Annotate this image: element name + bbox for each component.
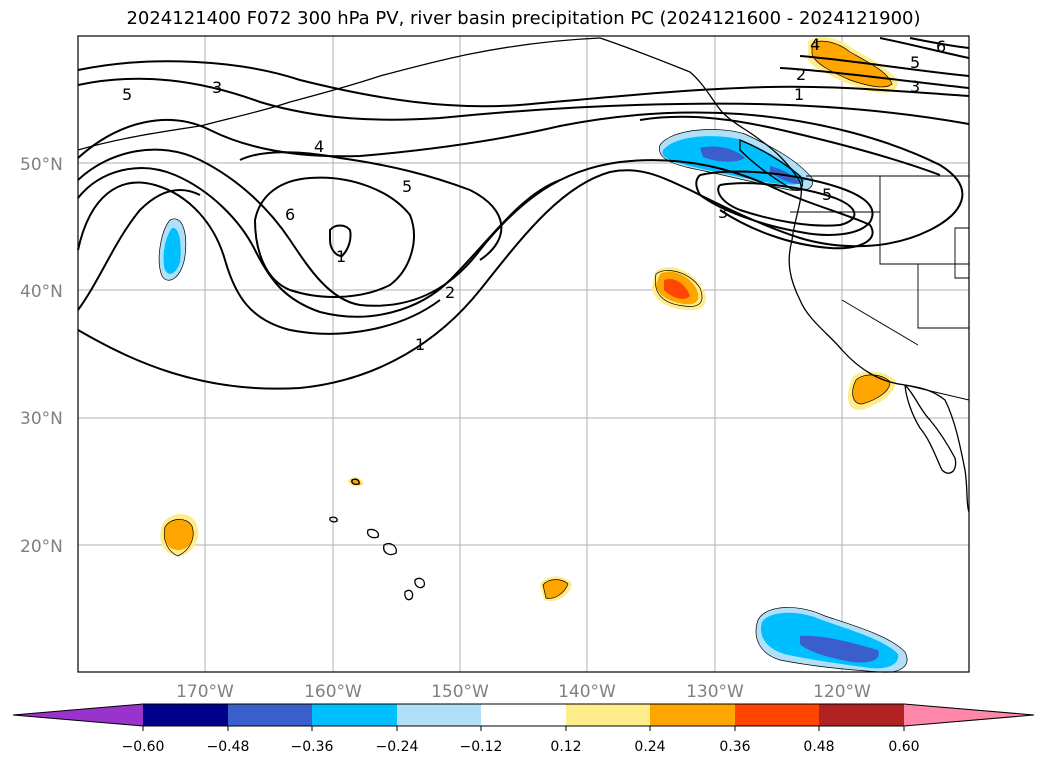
colorbar-tick-label: 0.48 [803, 739, 834, 755]
colorbar-segment [481, 704, 566, 726]
pv-contour-4 [77, 181, 441, 335]
precip-blob-mid-core [664, 278, 690, 299]
colorbar-tick-label: −0.60 [122, 739, 165, 755]
lat-label: 30°N [20, 409, 63, 429]
colorbar: −0.60 −0.48 −0.36 −0.24 −0.12 0.12 0.24 … [12, 703, 1035, 755]
map-frame [77, 35, 970, 673]
colorbar-tick-label: −0.24 [376, 739, 419, 755]
pv-contour-7 [254, 176, 415, 298]
colorbar-segment [312, 704, 397, 726]
coastline-alaska [77, 37, 601, 151]
colorbar-segment [819, 704, 904, 726]
contour-label: 3 [910, 77, 920, 96]
pv-contour-6 [239, 151, 503, 261]
pv-contour-ne-2 [799, 55, 970, 77]
hawaii-oahu [383, 542, 397, 556]
contour-label: 4 [314, 137, 324, 156]
hawaii-kauai [366, 528, 380, 539]
island-small [351, 478, 360, 486]
colorbar-tick-label: 0.12 [550, 739, 581, 755]
contour-label: 5 [910, 53, 920, 72]
precip-blob-baja-inner [852, 374, 890, 404]
coastline-vancouver-island [739, 139, 804, 191]
colorbar-tick-label: −0.12 [460, 739, 503, 755]
contour-label: 1 [794, 85, 804, 104]
colorbar-segment [143, 704, 228, 726]
colorbar-segment [735, 704, 819, 726]
colorbar-segment [228, 704, 312, 726]
colorbar-segment [397, 704, 481, 726]
contour-label: 2 [445, 283, 455, 302]
pv-contour-top-2 [77, 77, 970, 125]
precip-outlines [158, 40, 908, 673]
precip-blob-bc-core [700, 146, 745, 162]
chart-title: 2024121400 F072 300 hPa PV, river basin … [126, 8, 921, 29]
pv-contour-1 [77, 111, 964, 390]
hawaii-big-island [404, 589, 414, 601]
contour-label: 1 [336, 247, 346, 266]
precip-blob-south-inner [543, 579, 568, 599]
colorbar-segment [650, 704, 735, 726]
coastline-baja [904, 384, 957, 474]
contour-label: 4 [810, 35, 820, 54]
lon-label: 130°W [686, 682, 744, 702]
lon-label: 160°W [304, 682, 362, 702]
map-background [78, 36, 969, 672]
colorbar-tick-label: −0.36 [291, 739, 334, 755]
colorbar-segment [13, 704, 143, 726]
contour-label: 5 [822, 185, 832, 204]
pv-contour-ne-3 [879, 37, 970, 59]
pv-contour-3 [77, 167, 561, 318]
lat-label: 50°N [20, 155, 63, 175]
precip-blob-sw-inner [164, 519, 194, 550]
state-border-a [879, 176, 969, 265]
pv-contours [77, 37, 970, 390]
contour-label: 3 [212, 78, 222, 97]
precip-blob-canada-inner [812, 41, 892, 87]
pv-contour-5 [77, 189, 201, 311]
hawaii-maui [414, 577, 426, 589]
pv-contour-10 [639, 115, 941, 176]
pv-contour-8 [695, 170, 874, 236]
lat-label: 20°N [20, 537, 63, 557]
pv-contour-labels: 5 3 4 5 6 1 2 1 3 5 4 2 1 5 6 3 [122, 35, 946, 354]
colorbar-segment [904, 704, 1034, 726]
lon-axis-labels: 170°W 160°W 150°W 140°W 130°W 120°W [176, 682, 871, 702]
pv-contour-ne-1 [779, 67, 970, 89]
contour-label: 3 [718, 203, 728, 222]
lat-label: 40°N [20, 282, 63, 302]
pv-contour-min [329, 224, 352, 258]
colorbar-segment [566, 704, 650, 726]
contour-label: 1 [415, 335, 425, 354]
pv-contour-ne-4 [909, 37, 970, 49]
colorbar-tick-label: 0.60 [888, 739, 919, 755]
contour-label: 5 [402, 177, 412, 196]
lon-label: 120°W [813, 682, 871, 702]
contour-label: 6 [936, 37, 946, 56]
lon-label: 150°W [431, 682, 489, 702]
state-border-d [841, 299, 919, 346]
contour-label: 5 [122, 85, 132, 104]
contour-label: 2 [796, 65, 806, 84]
pv-contour-9 [717, 182, 856, 227]
hawaii-niihau [329, 516, 338, 523]
pv-contour-top-1 [77, 60, 970, 108]
precip-blob-se-core [800, 635, 879, 663]
lon-label: 140°W [558, 682, 616, 702]
colorbar-tick-label: 0.36 [719, 739, 750, 755]
contour-label: 6 [285, 205, 295, 224]
colorbar-tick-label: 0.24 [634, 739, 665, 755]
colorbar-tick-label: −0.48 [207, 739, 250, 755]
precip-blob-west-inner [163, 227, 181, 274]
pv-contour-2 [77, 148, 874, 307]
state-border-c [917, 264, 969, 329]
lat-axis-labels: 50°N 40°N 30°N 20°N [20, 155, 63, 557]
us-mexico-border [904, 384, 970, 401]
lon-label: 170°W [176, 682, 234, 702]
